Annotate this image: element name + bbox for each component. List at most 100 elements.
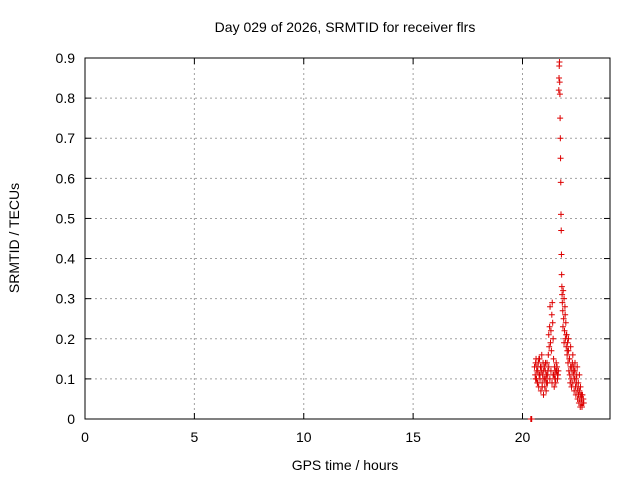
y-tick-label: 0.3 bbox=[56, 291, 76, 307]
data-point bbox=[557, 115, 564, 122]
data-point bbox=[539, 383, 546, 390]
y-tick-label: 0.6 bbox=[56, 170, 76, 186]
data-point bbox=[572, 359, 578, 366]
data-point bbox=[546, 343, 553, 350]
data-point bbox=[559, 291, 566, 298]
data-point bbox=[546, 375, 553, 382]
data-point bbox=[564, 347, 571, 354]
data-point bbox=[547, 303, 554, 310]
data-point bbox=[576, 371, 583, 378]
data-point bbox=[534, 379, 541, 386]
data-point bbox=[566, 355, 573, 362]
data-point bbox=[547, 327, 554, 334]
data-point bbox=[537, 387, 544, 394]
y-tick-label: 0.8 bbox=[56, 90, 76, 106]
data-point bbox=[557, 135, 564, 142]
data-point bbox=[528, 416, 535, 422]
data-point bbox=[549, 299, 556, 306]
data-point bbox=[538, 351, 545, 358]
data-point bbox=[579, 403, 585, 410]
data-point bbox=[545, 351, 552, 358]
data-point bbox=[557, 155, 564, 162]
data-point bbox=[547, 339, 554, 346]
data-point bbox=[554, 363, 561, 370]
data-point bbox=[535, 355, 542, 362]
grid-lines bbox=[85, 58, 610, 419]
data-point bbox=[549, 319, 556, 326]
data-point bbox=[543, 387, 550, 394]
data-point bbox=[538, 363, 545, 370]
y-tick-label: 0.9 bbox=[56, 50, 76, 66]
data-point bbox=[532, 375, 539, 382]
data-point bbox=[580, 399, 587, 406]
data-point bbox=[561, 339, 568, 346]
plot-frame bbox=[84, 57, 611, 420]
data-point bbox=[558, 211, 564, 218]
data-point bbox=[575, 379, 582, 386]
data-point bbox=[570, 367, 577, 374]
data-point bbox=[554, 371, 561, 378]
data-point bbox=[561, 327, 568, 334]
data-point bbox=[563, 331, 570, 338]
data-point bbox=[548, 311, 555, 318]
data-point bbox=[561, 303, 568, 310]
x-tick-label: 0 bbox=[81, 429, 89, 445]
data-point bbox=[547, 367, 554, 374]
data-point bbox=[540, 391, 547, 398]
data-point bbox=[557, 179, 564, 186]
y-axis-label: SRMTID / TECUs bbox=[6, 183, 22, 293]
data-point bbox=[578, 391, 585, 398]
chart-title: Day 029 of 2026, SRMTID for receiver flr… bbox=[215, 19, 476, 35]
x-tick-label: 10 bbox=[296, 429, 312, 445]
data-point bbox=[558, 227, 565, 234]
data-point bbox=[556, 59, 563, 66]
data-point bbox=[558, 283, 565, 290]
data-point bbox=[560, 287, 567, 294]
data-point bbox=[559, 307, 566, 314]
data-point bbox=[558, 251, 565, 258]
data-point bbox=[537, 371, 543, 378]
data-point bbox=[574, 363, 581, 370]
data-point bbox=[569, 351, 576, 358]
x-axis-label: GPS time / hours bbox=[292, 457, 399, 473]
data-point bbox=[551, 383, 558, 390]
data-point bbox=[550, 355, 557, 362]
y-tick-label: 0.7 bbox=[56, 130, 76, 146]
data-point bbox=[573, 375, 580, 382]
data-point bbox=[541, 375, 548, 382]
data-point bbox=[556, 79, 563, 86]
data-point bbox=[576, 387, 583, 394]
data-point bbox=[553, 359, 560, 366]
data-point bbox=[562, 311, 569, 318]
y-tick-label: 0.2 bbox=[56, 331, 76, 347]
y-tick-label: 0 bbox=[67, 411, 75, 427]
y-tick-label: 0.4 bbox=[56, 251, 76, 267]
data-point bbox=[553, 367, 560, 374]
data-point bbox=[567, 343, 574, 350]
data-point bbox=[558, 271, 565, 278]
data-point bbox=[545, 363, 552, 370]
data-point bbox=[556, 91, 563, 98]
data-point bbox=[561, 295, 568, 302]
data-point bbox=[559, 323, 566, 330]
data-point bbox=[552, 375, 559, 382]
data-point bbox=[549, 379, 556, 386]
data-point bbox=[577, 383, 584, 390]
data-point bbox=[533, 367, 540, 374]
data-point bbox=[568, 363, 575, 370]
data-point bbox=[542, 359, 549, 366]
data-point bbox=[540, 367, 547, 374]
data-points bbox=[527, 59, 587, 422]
data-point bbox=[543, 379, 550, 386]
data-point bbox=[565, 335, 572, 342]
y-tick-label: 0.1 bbox=[56, 371, 76, 387]
x-tick-label: 15 bbox=[405, 429, 421, 445]
axis-ticks: 0 0.1 0.2 0.3 0.4 0.5 0.6 0.7 0.8 0.9 0 5 10 15 20 bbox=[56, 50, 610, 445]
data-point bbox=[548, 347, 555, 354]
x-tick-label: 20 bbox=[515, 429, 531, 445]
data-point bbox=[562, 319, 569, 326]
data-point bbox=[545, 331, 552, 338]
x-tick-label: 5 bbox=[190, 429, 198, 445]
y-tick-label: 0.5 bbox=[56, 210, 76, 226]
